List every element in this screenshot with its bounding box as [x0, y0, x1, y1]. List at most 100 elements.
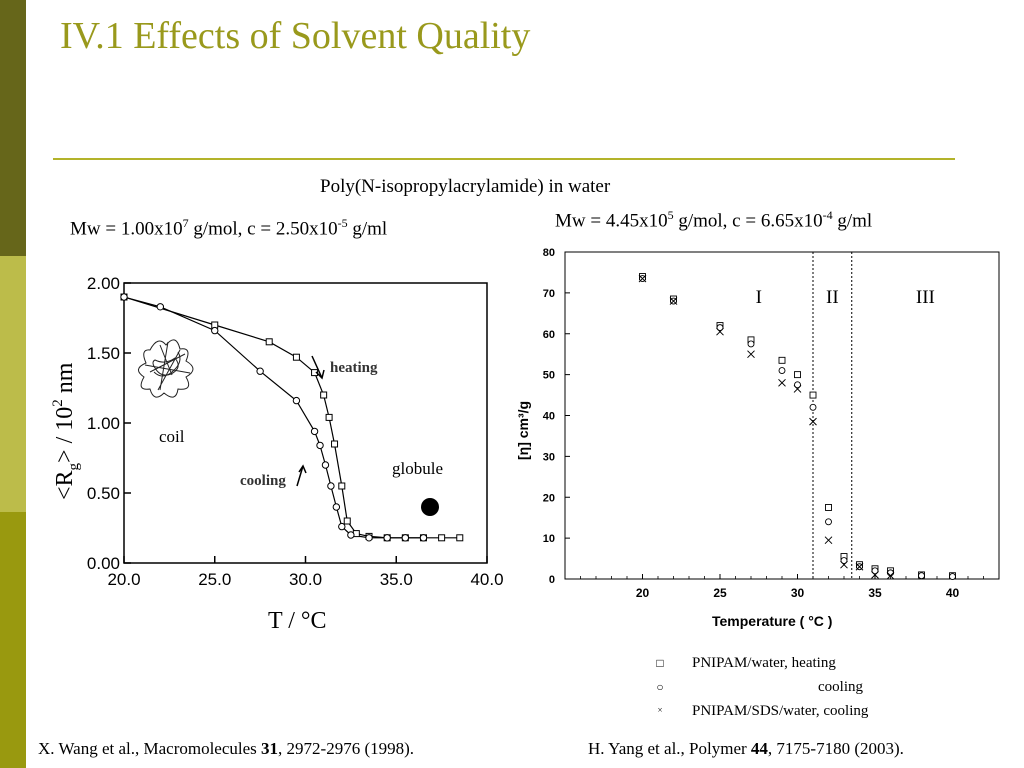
left-point-heating — [320, 391, 328, 399]
left-y-tick-label: 1.00 — [87, 414, 120, 433]
left-x-tick-label: 20.0 — [107, 570, 140, 589]
right-x-tick-label: 30 — [791, 586, 805, 600]
legend-circle-icon: ○ — [656, 680, 664, 694]
right-y-tick-label: 70 — [543, 288, 555, 300]
left-point-cooling — [316, 441, 324, 450]
right-y-tick-label: 20 — [543, 492, 555, 504]
right-point-series-2 — [824, 536, 833, 545]
heating-arrow — [311, 355, 325, 380]
right-y-tick-label: 0 — [549, 574, 555, 586]
sidebar-band-bottom — [0, 512, 26, 768]
right-point-series-1 — [949, 573, 956, 580]
coil-label: coil — [159, 427, 185, 446]
coil-illustration — [138, 339, 194, 398]
right-point-series-2 — [747, 350, 755, 359]
left-point-cooling — [401, 534, 410, 542]
sidebar-band-top — [0, 0, 26, 256]
slide-title: IV.1 Effects of Solvent Quality — [60, 15, 531, 57]
right-x-tick-label: 25 — [713, 586, 727, 600]
region-label-I: I — [756, 287, 762, 308]
right-point-series-2 — [886, 571, 895, 580]
right-point-series-1 — [825, 518, 832, 526]
right-point-series-2 — [840, 560, 848, 569]
right-point-series-1 — [840, 557, 848, 565]
right-y-tick-label: 10 — [543, 533, 555, 545]
title-divider — [53, 158, 955, 160]
right-point-series-1 — [918, 572, 925, 580]
left-point-heating — [265, 338, 273, 346]
left-point-cooling — [383, 534, 391, 542]
right-point-series-2 — [778, 378, 786, 387]
left-point-cooling — [310, 427, 319, 436]
right-point-series-2 — [809, 417, 817, 426]
legend-item-heating: PNIPAM/water, heating — [692, 655, 836, 671]
heating-annotation: heating — [330, 360, 378, 376]
left-point-heating — [343, 517, 351, 525]
left-point-heating — [456, 534, 464, 542]
right-point-series-2 — [638, 274, 647, 283]
left-point-cooling — [256, 367, 264, 375]
left-point-heating — [338, 482, 346, 490]
left-point-cooling — [292, 396, 301, 405]
left-point-heating — [331, 440, 339, 448]
right-point-series-1 — [809, 403, 817, 411]
sidebar-decoration — [0, 0, 26, 768]
citation-right: H. Yang et al., Polymer 44, 7175-7180 (2… — [588, 739, 904, 758]
left-point-heating — [438, 534, 446, 542]
right-y-axis-label: [η] cm³/g — [515, 401, 531, 460]
left-point-cooling — [365, 534, 373, 542]
left-point-cooling — [156, 303, 165, 311]
left-sample-info: Mw = 1.00x107 g/mol, c = 2.50x10-5 g/ml — [70, 216, 388, 240]
left-point-cooling — [120, 293, 128, 301]
right-x-axis-label: Temperature ( °C ) — [712, 613, 832, 629]
cooling-arrow — [296, 464, 307, 487]
right-point-series-1 — [871, 567, 879, 575]
right-point-series-2 — [793, 385, 802, 393]
right-x-tick-label: 20 — [636, 586, 650, 600]
left-point-cooling — [338, 522, 346, 531]
right-point-series-0 — [825, 504, 832, 511]
left-x-axis-label: T / °C — [268, 608, 327, 634]
right-point-series-1 — [716, 324, 724, 332]
right-point-series-2 — [855, 562, 864, 571]
right-y-tick-label: 80 — [543, 247, 555, 259]
left-point-cooling — [347, 531, 355, 539]
left-point-cooling — [332, 503, 341, 511]
cooling-annotation: cooling — [240, 473, 286, 489]
left-y-tick-label: 0.00 — [87, 554, 120, 573]
legend-cross-icon: × — [657, 705, 663, 715]
globule-marker — [421, 498, 439, 516]
right-y-tick-label: 50 — [543, 370, 555, 382]
right-point-series-0 — [794, 371, 801, 379]
region-label-II: II — [826, 287, 839, 308]
right-point-series-1 — [794, 381, 801, 389]
sidebar-band-middle — [0, 256, 26, 512]
legend-item-sds-cooling: PNIPAM/SDS/water, cooling — [692, 703, 869, 719]
right-y-tick-label: 40 — [543, 411, 555, 423]
region-label-III: III — [916, 287, 935, 308]
legend-square-icon: □ — [656, 656, 664, 670]
right-point-series-0 — [778, 356, 786, 364]
right-point-series-1 — [887, 569, 894, 577]
right-point-series-1 — [778, 367, 786, 374]
legend-item-cooling: cooling — [818, 679, 863, 695]
globule-label: globule — [392, 459, 443, 478]
left-x-tick-label: 35.0 — [380, 570, 413, 589]
left-series-line-cooling — [123, 296, 424, 539]
left-y-tick-label: 2.00 — [87, 274, 120, 293]
left-y-axis-label: <Rg> / 102 nm — [50, 362, 82, 500]
left-point-cooling — [211, 326, 219, 335]
right-x-tick-label: 40 — [946, 586, 960, 600]
left-x-tick-label: 30.0 — [289, 570, 322, 589]
left-point-cooling — [419, 534, 428, 542]
right-point-series-0 — [809, 391, 817, 399]
right-point-series-2 — [871, 571, 879, 579]
right-point-series-2 — [669, 297, 678, 305]
left-y-tick-label: 1.50 — [87, 344, 120, 363]
left-x-tick-label: 40.0 — [470, 570, 503, 589]
right-point-series-1 — [747, 340, 755, 348]
left-point-cooling — [327, 482, 335, 490]
slide-subtitle: Poly(N-isopropylacrylamide) in water — [320, 176, 611, 197]
